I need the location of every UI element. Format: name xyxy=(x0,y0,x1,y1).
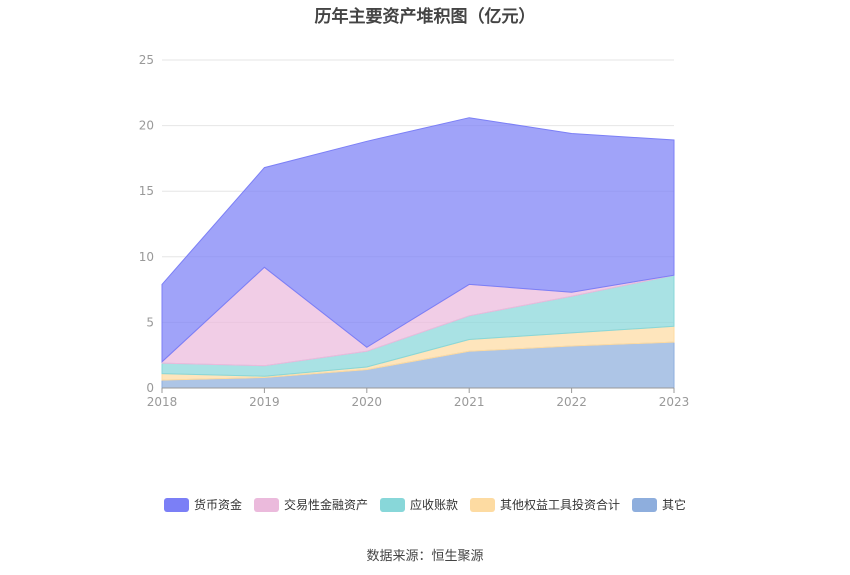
area-series-4 xyxy=(161,117,675,363)
x-tick-label: 2020 xyxy=(352,395,383,409)
legend-item[interactable]: 其他权益工具投资合计 xyxy=(470,496,620,513)
legend-swatch xyxy=(632,497,658,512)
y-tick-label: 0 xyxy=(146,381,154,395)
legend-swatch xyxy=(163,497,189,512)
y-tick-label: 10 xyxy=(139,250,154,264)
axes: 0 5 10 15 20 25 2018 2019 2020 2021 2022 2023 xyxy=(139,53,690,409)
legend-label: 货币资金 xyxy=(193,498,242,512)
legend: 货币资金 交易性金融资产 应收账款 其他权益工具投资合计 其它 xyxy=(0,496,850,513)
legend-item[interactable]: 货币资金 xyxy=(163,496,242,513)
x-tick-label: 2023 xyxy=(659,395,690,409)
legend-swatch xyxy=(253,497,279,512)
legend-label: 交易性金融资产 xyxy=(283,498,368,512)
legend-swatch xyxy=(379,497,405,512)
legend-item[interactable]: 其它 xyxy=(632,496,686,513)
legend-label: 应收账款 xyxy=(409,498,458,512)
x-tick-label: 2019 xyxy=(249,395,280,409)
y-tick-label: 15 xyxy=(139,184,154,198)
x-tick-label: 2022 xyxy=(556,395,587,409)
legend-item[interactable]: 应收账款 xyxy=(379,496,458,513)
x-tick-label: 2018 xyxy=(147,395,178,409)
data-source: 数据来源：恒生聚源 xyxy=(366,549,484,564)
legend-label: 其他权益工具投资合计 xyxy=(500,498,621,512)
x-tick-label: 2021 xyxy=(454,395,485,409)
y-tick-label: 5 xyxy=(146,315,154,329)
y-tick-label: 25 xyxy=(139,53,154,67)
area-series-group xyxy=(161,117,675,389)
chart-title: 历年主要资产堆积图（亿元） xyxy=(314,7,536,27)
legend-label: 其它 xyxy=(662,498,687,512)
legend-swatch xyxy=(470,497,495,512)
y-tick-label: 20 xyxy=(139,119,154,133)
legend-item[interactable]: 交易性金融资产 xyxy=(253,496,368,513)
